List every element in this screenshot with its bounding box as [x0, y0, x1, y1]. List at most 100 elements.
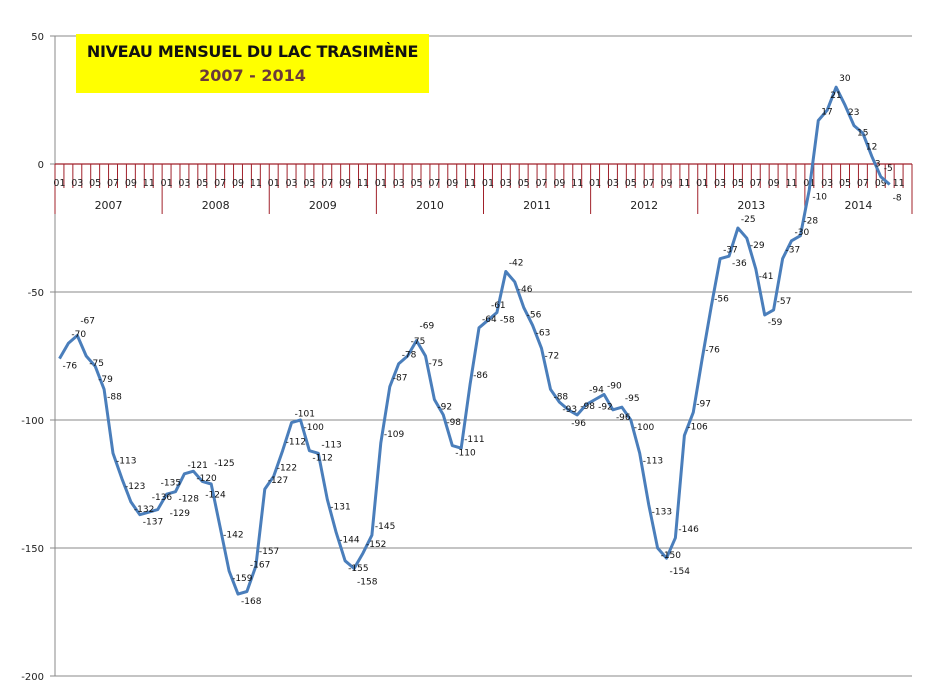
data-label: -150 [661, 551, 682, 561]
data-label: -144 [339, 536, 360, 546]
data-label: -100 [303, 423, 324, 433]
month-tick-label: 05 [518, 178, 530, 189]
data-label: -106 [687, 422, 708, 432]
month-tick-label: 07 [857, 178, 869, 189]
month-tick-label: 07 [321, 178, 333, 189]
month-tick-label: 03 [714, 178, 726, 189]
month-tick-label: 07 [535, 178, 547, 189]
data-label: -87 [393, 374, 408, 384]
y-tick-label: 0 [38, 160, 44, 171]
data-label: -8 [893, 193, 902, 203]
data-label: -70 [71, 330, 86, 340]
data-label: -79 [98, 375, 113, 385]
month-tick-label: 09 [339, 178, 351, 189]
month-tick-label: 03 [607, 178, 619, 189]
data-label: -152 [366, 540, 386, 550]
month-tick-label: 03 [821, 178, 833, 189]
year-label: 2013 [737, 199, 765, 212]
data-label: -76 [705, 346, 720, 356]
data-label: -37 [786, 246, 801, 256]
data-label: -63 [536, 328, 551, 338]
data-label: -142 [223, 531, 243, 541]
month-tick-label: 07 [214, 178, 226, 189]
data-label: -128 [179, 495, 200, 505]
month-tick-label: 03 [500, 178, 512, 189]
data-label: -113 [116, 456, 136, 466]
data-label: -158 [357, 577, 378, 587]
month-tick-label: 01 [589, 178, 601, 189]
month-tick-label: 03 [178, 178, 190, 189]
year-label: 2014 [844, 199, 872, 212]
data-label: -90 [607, 381, 622, 391]
year-label: 2010 [416, 199, 444, 212]
data-label: -133 [652, 507, 672, 517]
data-label: -113 [643, 456, 663, 466]
month-tick-label: 07 [428, 178, 440, 189]
data-label: -145 [375, 522, 395, 532]
y-tick-label: -100 [21, 416, 44, 427]
month-tick-label: 09 [232, 178, 244, 189]
data-label: -10 [812, 193, 827, 203]
data-label: -92 [437, 403, 452, 413]
month-tick-label: 01 [268, 178, 280, 189]
month-tick-label: 11 [893, 178, 905, 189]
series-line [58, 85, 891, 596]
month-tick-label: 01 [53, 178, 65, 189]
data-label: -155 [348, 564, 368, 574]
y-tick-label: -200 [21, 672, 44, 683]
y-tick-label: -150 [21, 544, 44, 555]
data-label: -67 [80, 317, 95, 327]
month-tick-label: 05 [732, 178, 744, 189]
month-tick-label: 11 [678, 178, 690, 189]
data-label: -111 [464, 435, 484, 445]
data-label: -72 [545, 351, 560, 361]
month-tick-label: 09 [553, 178, 565, 189]
data-label: -76 [62, 362, 77, 372]
month-tick-label: 09 [875, 178, 887, 189]
data-label: -58 [500, 315, 515, 325]
data-label: -25 [741, 215, 756, 225]
gridlines [55, 35, 912, 677]
data-label: -88 [107, 392, 122, 402]
data-label: -167 [250, 561, 270, 571]
data-label: -46 [518, 285, 533, 295]
month-tick-label: 11 [464, 178, 476, 189]
data-label: -59 [768, 318, 783, 328]
year-label: 2009 [309, 199, 337, 212]
month-tick-label: 03 [286, 178, 298, 189]
month-tick-label: 05 [411, 178, 423, 189]
data-label: -56 [527, 310, 542, 320]
month-tick-label: 05 [196, 178, 208, 189]
data-label: -86 [473, 371, 488, 381]
data-label: -93 [562, 405, 577, 415]
data-label: -100 [634, 423, 655, 433]
month-tick-label: 11 [357, 178, 369, 189]
month-tick-label: 09 [446, 178, 458, 189]
data-label: -131 [330, 502, 350, 512]
data-label: -42 [509, 259, 524, 269]
data-label: -146 [678, 525, 699, 535]
data-label: -95 [625, 394, 640, 404]
data-label: -112 [286, 438, 306, 448]
month-tick-label: 09 [125, 178, 137, 189]
data-label: -112 [312, 454, 332, 464]
data-label: -125 [214, 459, 234, 469]
data-label: 3 [875, 159, 881, 169]
data-label: -57 [777, 297, 792, 307]
month-tick-label: 05 [89, 178, 101, 189]
data-label: -5 [884, 164, 893, 174]
data-label: -75 [428, 359, 443, 369]
data-label: -94 [589, 386, 604, 396]
data-label: -78 [402, 351, 417, 361]
data-label: -29 [750, 241, 765, 251]
y-axis: 50 0 -50 -100 -150 -200 [21, 32, 56, 683]
year-label: 2011 [523, 199, 551, 212]
data-label: 21 [830, 91, 841, 101]
data-label: -41 [759, 272, 774, 282]
year-label: 2008 [202, 199, 230, 212]
month-tick-label: 11 [250, 178, 262, 189]
month-tick-label: 11 [571, 178, 583, 189]
data-label: 17 [821, 107, 832, 117]
chart-subtitle: 2007 - 2014 [199, 66, 306, 85]
data-label: -124 [205, 490, 226, 500]
